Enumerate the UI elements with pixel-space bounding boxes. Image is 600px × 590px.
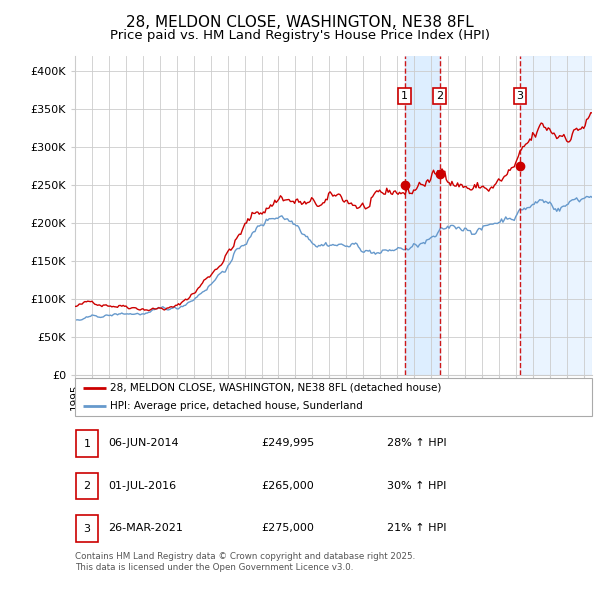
Text: 28, MELDON CLOSE, WASHINGTON, NE38 8FL (detached house): 28, MELDON CLOSE, WASHINGTON, NE38 8FL (… (110, 383, 442, 393)
Text: HPI: Average price, detached house, Sunderland: HPI: Average price, detached house, Sund… (110, 401, 363, 411)
Bar (520, 56, 592, 375)
Text: 2: 2 (83, 481, 91, 491)
Text: 21% ↑ HPI: 21% ↑ HPI (387, 523, 446, 533)
Text: 3: 3 (83, 524, 91, 533)
Text: 28, MELDON CLOSE, WASHINGTON, NE38 8FL: 28, MELDON CLOSE, WASHINGTON, NE38 8FL (126, 15, 474, 30)
Text: 28% ↑ HPI: 28% ↑ HPI (387, 438, 446, 448)
Text: 1: 1 (83, 439, 91, 448)
Text: Price paid vs. HM Land Registry's House Price Index (HPI): Price paid vs. HM Land Registry's House … (110, 30, 490, 42)
Text: 1: 1 (401, 91, 408, 101)
Bar (404, 56, 440, 375)
FancyBboxPatch shape (76, 516, 98, 542)
Text: 26-MAR-2021: 26-MAR-2021 (108, 523, 183, 533)
Text: 01-JUL-2016: 01-JUL-2016 (108, 481, 176, 490)
Text: £265,000: £265,000 (261, 481, 314, 490)
FancyBboxPatch shape (75, 378, 592, 416)
FancyBboxPatch shape (76, 473, 98, 499)
FancyBboxPatch shape (76, 431, 98, 457)
Text: £249,995: £249,995 (261, 438, 314, 448)
Text: 06-JUN-2014: 06-JUN-2014 (108, 438, 179, 448)
Text: £275,000: £275,000 (261, 523, 314, 533)
Text: 30% ↑ HPI: 30% ↑ HPI (387, 481, 446, 490)
Text: Contains HM Land Registry data © Crown copyright and database right 2025.
This d: Contains HM Land Registry data © Crown c… (75, 552, 415, 572)
Text: 3: 3 (516, 91, 523, 101)
Text: 2: 2 (436, 91, 443, 101)
